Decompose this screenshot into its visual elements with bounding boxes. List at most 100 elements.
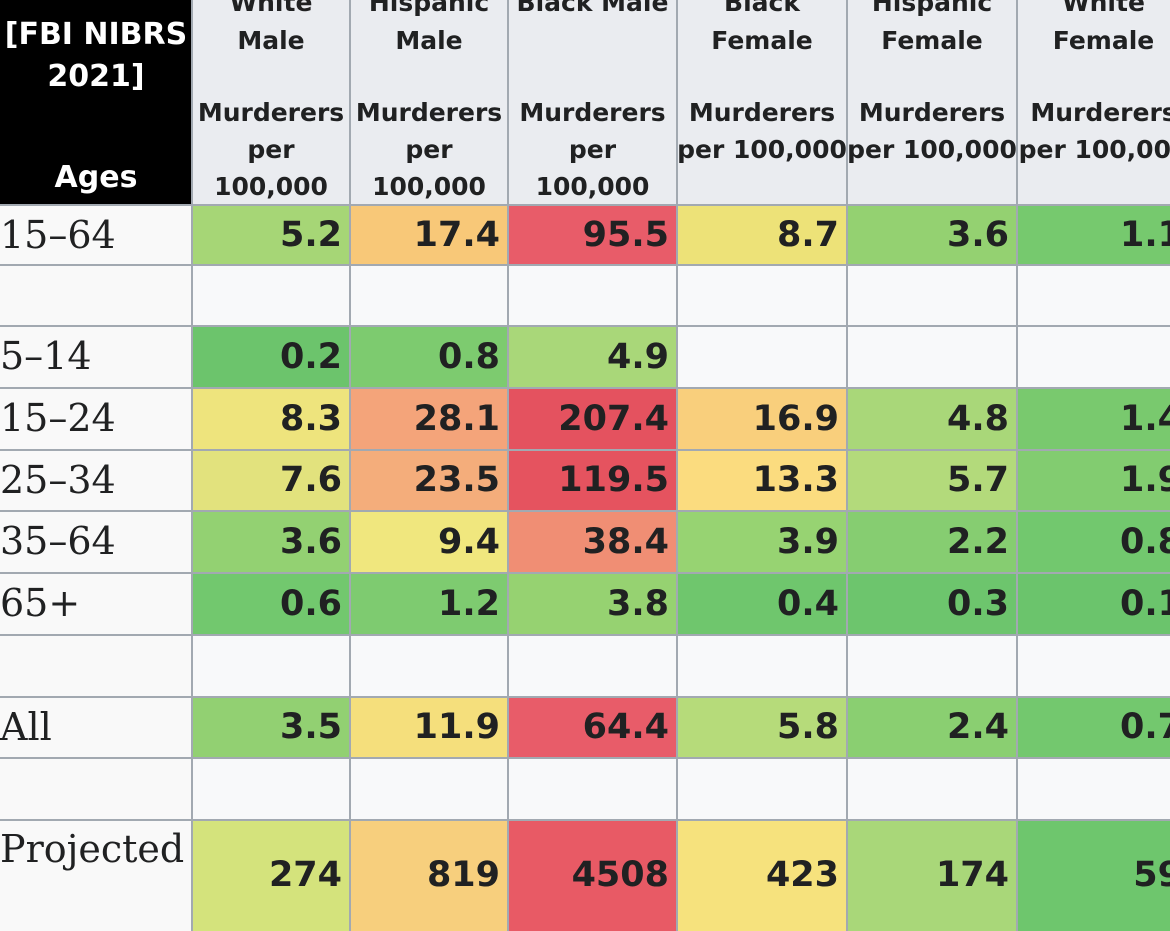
cell-value: 0.4 <box>776 584 839 624</box>
table-cell: 2.2 <box>847 511 1017 573</box>
cell-value: 119.5 <box>558 460 669 500</box>
cell-value: 1.4 <box>1119 399 1170 439</box>
table-cell <box>508 265 677 326</box>
cell-value: 23.5 <box>413 460 500 500</box>
column-unit-label: Murderers per 100,000 <box>355 98 503 201</box>
table-cell: 0.7 <box>1017 697 1170 758</box>
table-cell <box>508 758 677 820</box>
table-cell: 16.9 <box>677 388 847 450</box>
row-divider <box>0 264 1170 266</box>
table-cell: 0.6 <box>192 573 350 635</box>
cell-value: 0.2 <box>279 337 342 377</box>
column-divider <box>349 0 351 931</box>
table-cell: 3.8 <box>508 573 677 635</box>
table-cell <box>1017 635 1170 697</box>
cell-value: 9.4 <box>437 522 500 562</box>
table-cell <box>677 265 847 326</box>
row-label: Projected Lifetime <box>0 820 192 931</box>
row-label: 65+ <box>0 573 192 635</box>
cell-value: 819 <box>426 855 500 895</box>
column-unit-label: Murderers per 100,000 <box>1018 98 1170 164</box>
cell-value: 5.2 <box>279 215 342 255</box>
cell-value: 5.8 <box>776 707 839 747</box>
row-label-text: Projected Lifetime <box>0 827 192 871</box>
table-cell: 274 <box>192 820 350 931</box>
table-cell: 23.5 <box>350 450 508 511</box>
row-divider <box>0 757 1170 759</box>
table-cell <box>677 758 847 820</box>
cell-value: 0.8 <box>1119 522 1170 562</box>
table-cell <box>677 635 847 697</box>
cell-value: 11.9 <box>413 707 500 747</box>
table-cell: 28.1 <box>350 388 508 450</box>
row-label: 15–24 <box>0 388 192 450</box>
table-cell <box>847 326 1017 388</box>
table-cell: 9.4 <box>350 511 508 573</box>
column-header: Hispanic Male Murderers per 100,000 <box>350 0 508 204</box>
column-group-label: Hispanic Male <box>368 0 490 55</box>
cell-value: 1.2 <box>437 584 500 624</box>
table-cell: 4508 <box>508 820 677 931</box>
table-cell <box>1017 265 1170 326</box>
cell-value: 3.6 <box>279 522 342 562</box>
table-cell <box>1017 758 1170 820</box>
cell-value: 2.4 <box>946 707 1009 747</box>
column-unit-label: Murderers per 100,000 <box>197 98 345 201</box>
cell-value: 0.8 <box>437 337 500 377</box>
table-cell: 0.8 <box>1017 511 1170 573</box>
table-cell: 7.6 <box>192 450 350 511</box>
cell-value: 16.9 <box>752 399 839 439</box>
column-header: White Female Murderers per 100,000 <box>1017 0 1170 204</box>
column-group-label: Hispanic Female <box>871 0 993 55</box>
cell-value: 1.1 <box>1119 215 1170 255</box>
table-cell: 1.2 <box>350 573 508 635</box>
table-cell: 8.7 <box>677 205 847 265</box>
row-label-text: 5–14 <box>0 334 92 378</box>
row-label: 5–14 <box>0 326 192 388</box>
row-divider <box>0 819 1170 821</box>
table-cell: 11.9 <box>350 697 508 758</box>
column-divider <box>191 0 193 931</box>
cell-value: 38.4 <box>582 522 669 562</box>
row-divider <box>0 204 1170 206</box>
table-cell: 119.5 <box>508 450 677 511</box>
cell-value: 274 <box>268 855 342 895</box>
column-divider <box>1016 0 1018 931</box>
column-header: Black Female Murderers per 100,000 <box>677 0 847 204</box>
cell-value: 5.7 <box>946 460 1009 500</box>
row-divider <box>0 449 1170 451</box>
row-label: 25–34 <box>0 450 192 511</box>
table-cell: 64.4 <box>508 697 677 758</box>
cell-value: 28.1 <box>413 399 500 439</box>
cell-value: 64.4 <box>582 707 669 747</box>
table-cell: 13.3 <box>677 450 847 511</box>
cell-value: 13.3 <box>752 460 839 500</box>
table-cell <box>350 758 508 820</box>
cell-value: 0.7 <box>1119 707 1170 747</box>
column-group-label: Black Male <box>516 0 669 17</box>
table-cell <box>847 635 1017 697</box>
row-divider <box>0 696 1170 698</box>
table-cell: 17.4 <box>350 205 508 265</box>
table-cell: 3.5 <box>192 697 350 758</box>
column-divider <box>846 0 848 931</box>
cell-value: 3.9 <box>776 522 839 562</box>
table-cell <box>192 758 350 820</box>
column-group-label: White Female <box>1052 0 1155 55</box>
table-cell <box>677 326 847 388</box>
table-corner: [FBI NIBRS 2021] Ages <box>0 0 192 204</box>
cell-value: 0.3 <box>946 584 1009 624</box>
table-cell: 819 <box>350 820 508 931</box>
column-unit-label: Murderers per 100,000 <box>519 98 666 201</box>
row-label <box>0 758 192 820</box>
table-cell: 5.8 <box>677 697 847 758</box>
data-source-label: [FBI NIBRS 2021] <box>4 17 188 94</box>
table-cell: 423 <box>677 820 847 931</box>
row-label-text: All <box>0 705 52 749</box>
table-cell: 8.3 <box>192 388 350 450</box>
row-label: All <box>0 697 192 758</box>
cell-value: 174 <box>935 855 1009 895</box>
column-header: White Male Murderers per 100,000 <box>192 0 350 204</box>
column-divider <box>507 0 509 931</box>
